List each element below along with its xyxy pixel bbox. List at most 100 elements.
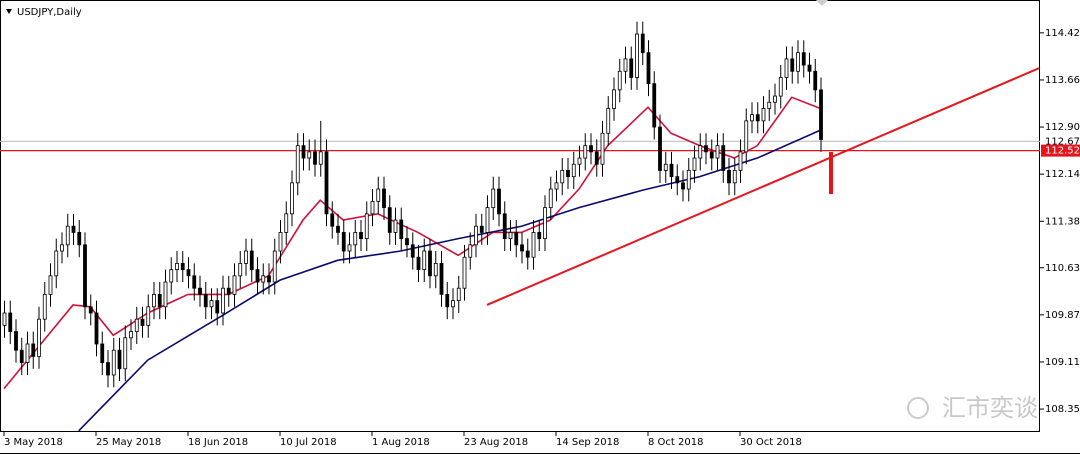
candle-body (485, 207, 490, 233)
candle-body (629, 58, 634, 78)
candle-body (623, 58, 628, 72)
candle-body (744, 120, 749, 153)
candle-body (474, 225, 478, 246)
candle-body (203, 294, 208, 308)
candle-body (192, 275, 197, 289)
candle-body (807, 64, 812, 72)
x-tick-label: 8 Oct 2018 (648, 437, 703, 448)
price-label: 112.67 (1045, 136, 1080, 147)
candle-body (37, 318, 41, 357)
candle-body (698, 145, 703, 159)
candle-body (433, 263, 438, 277)
candle-body (491, 188, 496, 209)
y-tick-label: 112.90 (1045, 122, 1080, 133)
candle-body (313, 151, 317, 165)
candle-body (215, 300, 220, 314)
candle-body (364, 213, 369, 240)
candle-body (330, 213, 335, 227)
candle-body (732, 170, 737, 184)
candle-body (318, 151, 323, 165)
candle-body (295, 145, 300, 184)
y-tick-label: 113.66 (1045, 75, 1080, 86)
candle-body (428, 250, 432, 277)
candle-body (652, 83, 657, 128)
candle-body (543, 207, 547, 240)
candle-body (376, 188, 381, 202)
candle-body (65, 225, 70, 246)
candle-body (773, 95, 777, 103)
candle-body (663, 163, 668, 171)
candle-body (721, 145, 726, 171)
candle-body (54, 250, 59, 277)
candle-body (617, 70, 622, 91)
y-tick-label: 110.63 (1045, 263, 1080, 274)
candle-body (83, 244, 87, 308)
candle-body (255, 269, 260, 283)
candle-body (399, 219, 404, 240)
candle-body (704, 145, 708, 153)
candle-body (307, 151, 312, 159)
candle-body (88, 306, 93, 314)
y-tick-label: 114.42 (1045, 28, 1080, 39)
candle-body (249, 250, 254, 271)
candle-body (445, 294, 450, 308)
candle-body (117, 349, 122, 370)
candle-body (175, 263, 179, 271)
candle-body (77, 232, 82, 246)
candle-body (514, 232, 519, 246)
x-tick-label: 3 May 2018 (4, 437, 63, 448)
x-tick-label: 14 Sep 2018 (556, 437, 619, 448)
candle-body (422, 250, 427, 271)
candle-body (640, 33, 645, 54)
candle-body (261, 275, 266, 283)
candle-body (405, 238, 409, 246)
candle-body (100, 343, 105, 363)
candle-body (635, 33, 639, 78)
candle-body (508, 232, 513, 240)
candle-body (675, 176, 680, 184)
candle-body (594, 151, 599, 165)
candle-body (14, 331, 18, 351)
candle-body (525, 250, 530, 258)
candle-body (134, 318, 139, 332)
candle-body (123, 337, 128, 370)
candle-body (238, 263, 243, 277)
chart-title: USDJPY,Daily (17, 7, 82, 18)
candle-body (19, 349, 24, 363)
candle-body (347, 244, 352, 252)
y-tick-label: 112.14 (1045, 169, 1080, 180)
candle-body (140, 318, 145, 326)
candle-body (548, 188, 553, 209)
candle-body (658, 126, 662, 171)
candle-body (646, 52, 651, 85)
candle-body (767, 101, 772, 109)
candle-body (359, 232, 363, 240)
candle-body (226, 287, 231, 295)
candle-body (180, 263, 185, 271)
candle-body (537, 232, 542, 240)
candle-body (531, 232, 536, 258)
candle-body (393, 219, 398, 233)
candle-body (750, 114, 754, 122)
candle-body (324, 151, 329, 215)
candle-body (336, 225, 340, 233)
candle-body (31, 343, 36, 357)
candle-body (42, 294, 47, 320)
trendline (486, 67, 1040, 306)
plot-frame (0, 0, 1040, 432)
candle-body (410, 244, 415, 258)
candle-body (111, 349, 116, 376)
menu-arrow (6, 9, 12, 14)
candle-body (571, 163, 576, 178)
candle-body (456, 287, 461, 302)
candle-body (8, 312, 13, 332)
y-tick-label: 109.87 (1045, 310, 1080, 321)
candle-body (600, 132, 605, 165)
candle-body (554, 182, 559, 190)
candle-body (520, 244, 524, 252)
candle-body (669, 163, 674, 178)
candle-body (462, 256, 467, 289)
candle-body (2, 312, 7, 326)
candle-body (244, 250, 248, 264)
